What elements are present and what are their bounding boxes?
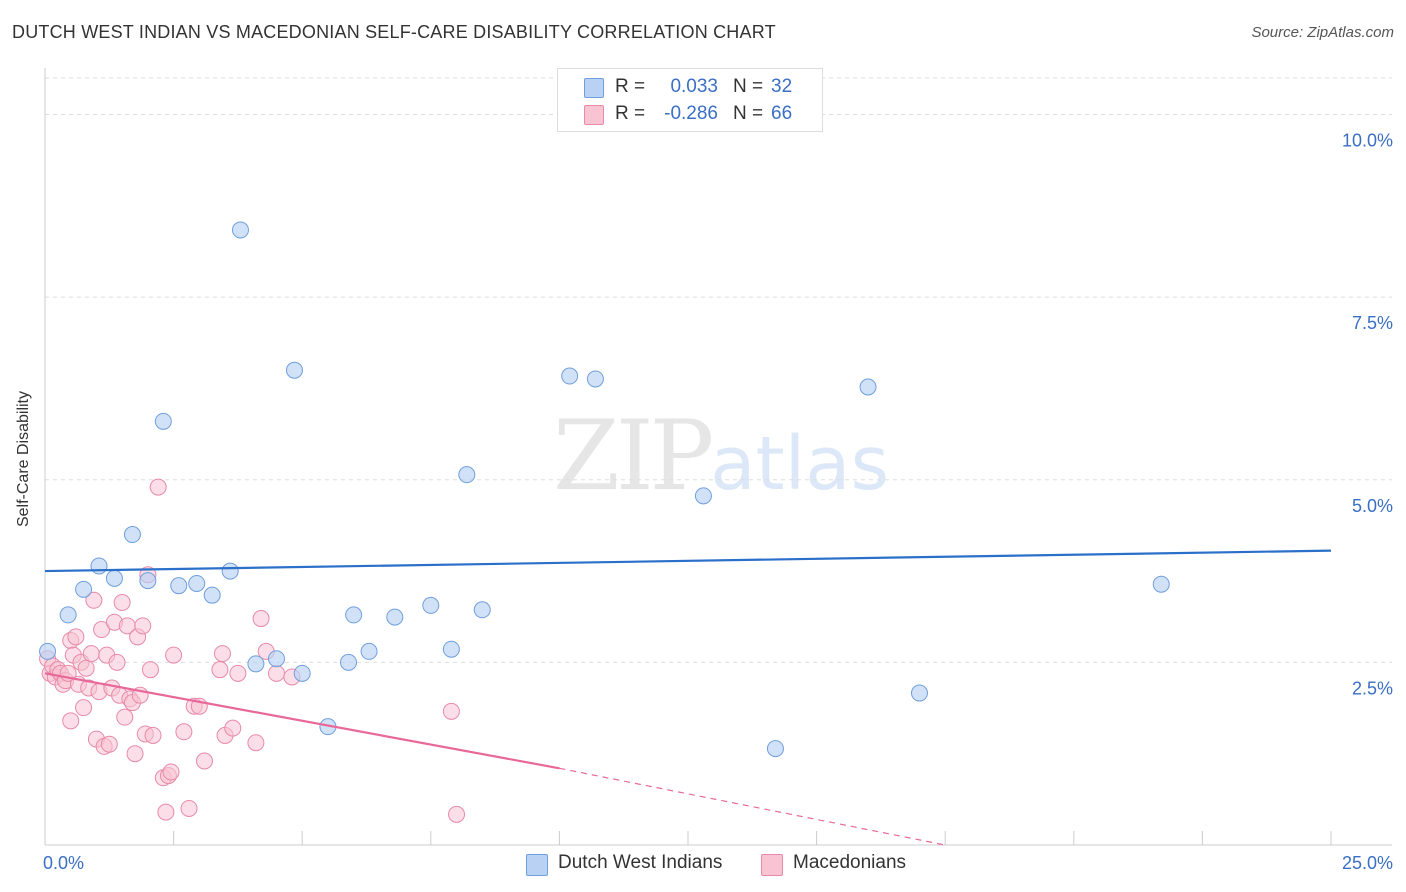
macedonian-point — [229, 664, 247, 682]
dutch-west-indian-point — [586, 370, 604, 388]
macedonian-point — [211, 661, 229, 679]
macedonian-point — [252, 610, 270, 628]
dutch-west-indian-point — [473, 601, 491, 619]
macedonian-point — [157, 803, 175, 821]
macedonian-point — [67, 628, 85, 646]
macedonian-point — [224, 719, 242, 737]
dutch-west-indian-point — [139, 572, 157, 590]
legend-swatch-pink — [761, 854, 783, 876]
dutch-west-indian-point — [285, 361, 303, 379]
legend-swatch-blue — [584, 78, 604, 98]
macedonian-point — [165, 646, 183, 664]
dutch-west-indian-point — [75, 580, 93, 598]
dutch-west-indian-point — [910, 684, 928, 702]
dutch-west-indian-point — [360, 642, 378, 660]
macedonian-point — [195, 752, 213, 770]
dutch-west-indian-point — [859, 378, 877, 396]
y-axis-label: Self-Care Disability — [15, 390, 32, 528]
watermark-zip: ZIP — [553, 400, 714, 512]
macedonian-point — [267, 664, 285, 682]
dutch-west-indian-point — [386, 608, 404, 626]
dutch-west-indian-point — [1152, 575, 1170, 593]
legend-row-macedonian: R = -0.286 N = 66 — [558, 101, 822, 127]
y-tick-label: 5.0% — [1352, 496, 1393, 516]
legend-row-dutch: R = 0.033 N = 32 — [558, 74, 822, 100]
watermark-atlas: atlas — [710, 421, 890, 507]
dutch-west-indian-point — [694, 487, 712, 505]
y-tick-label: 7.5% — [1352, 313, 1393, 333]
dutch-west-indian-point — [105, 569, 123, 587]
dutch-west-indian-point — [267, 650, 285, 668]
macedonian-point — [180, 799, 198, 817]
macedonian-point — [75, 699, 93, 717]
y-tick-label: 2.5% — [1352, 678, 1393, 698]
macedonian-point — [144, 726, 162, 744]
dutch-west-indian-trendline — [44, 549, 1332, 573]
watermark: ZIPatlas — [553, 400, 889, 512]
dutch-west-indian-point — [442, 640, 460, 658]
correlation-legend: R = 0.033 N = 32 R = -0.286 N = 66 — [557, 68, 823, 132]
series-legend: Dutch West Indians Macedonians — [0, 852, 1406, 878]
dutch-west-indian-point — [90, 557, 108, 575]
legend-label: Dutch West Indians — [558, 852, 723, 873]
macedonian-point — [113, 593, 131, 611]
legend-n-label: N = — [733, 103, 764, 124]
macedonian-point — [442, 702, 460, 720]
macedonian-point — [134, 617, 152, 635]
x-tick-label-min: 0.0% — [43, 853, 84, 873]
dutch-west-indian-point — [345, 606, 363, 624]
dutch-west-indian-point — [39, 642, 57, 660]
legend-n-label: N = — [733, 76, 764, 97]
legend-r-label: R = — [615, 103, 646, 124]
dutch-west-indian-point — [154, 412, 172, 430]
macedonian-point — [93, 621, 111, 639]
legend-n-value: 66 — [771, 103, 793, 124]
dutch-west-indian-point — [422, 596, 440, 614]
dutch-west-indian-point — [766, 740, 784, 758]
legend-n-value: 32 — [771, 76, 793, 97]
macedonian-point — [85, 591, 103, 609]
dutch-west-indian-point — [458, 466, 476, 484]
dutch-west-indian-point — [293, 664, 311, 682]
dutch-west-indian-point — [231, 221, 249, 239]
macedonian-point — [162, 763, 180, 781]
x-tick-label-max: 25.0% — [1342, 853, 1393, 873]
source-credit: Source: ZipAtlas.com — [1251, 24, 1394, 41]
macedonian-point — [213, 645, 231, 663]
legend-label: Macedonians — [793, 852, 907, 873]
dutch-west-indian-point — [123, 526, 141, 544]
dutch-west-indian-point — [170, 577, 188, 595]
y-tick-label: 10.0% — [1342, 131, 1393, 151]
macedonian-point — [116, 708, 134, 726]
legend-r-value: 0.033 — [670, 76, 718, 97]
dutch-west-indian-point — [221, 562, 239, 580]
macedonian-point — [82, 645, 100, 663]
macedonian-trendline-extension — [559, 767, 946, 846]
macedonian-point — [108, 653, 126, 671]
macedonian-point — [62, 712, 80, 730]
macedonian-point — [77, 659, 95, 677]
dutch-west-indian-point — [188, 574, 206, 592]
legend-r-label: R = — [615, 76, 646, 97]
dutch-west-indian-point — [561, 367, 579, 385]
dutch-west-indian-point — [339, 653, 357, 671]
macedonian-point — [149, 478, 167, 496]
macedonian-point — [247, 734, 265, 752]
chart-title: DUTCH WEST INDIAN VS MACEDONIAN SELF-CAR… — [12, 22, 776, 42]
macedonian-point — [126, 745, 144, 763]
dutch-west-indian-point — [203, 586, 221, 604]
dutch-west-indian-point — [59, 606, 77, 624]
legend-swatch-pink — [584, 105, 604, 125]
legend-swatch-blue — [526, 854, 548, 876]
macedonian-point — [448, 805, 466, 823]
macedonian-trendline — [44, 672, 560, 770]
macedonian-point — [141, 661, 159, 679]
macedonian-point — [175, 723, 193, 741]
dutch-west-indian-point — [247, 655, 265, 673]
macedonian-point — [100, 735, 118, 753]
legend-r-value: -0.286 — [664, 103, 718, 124]
